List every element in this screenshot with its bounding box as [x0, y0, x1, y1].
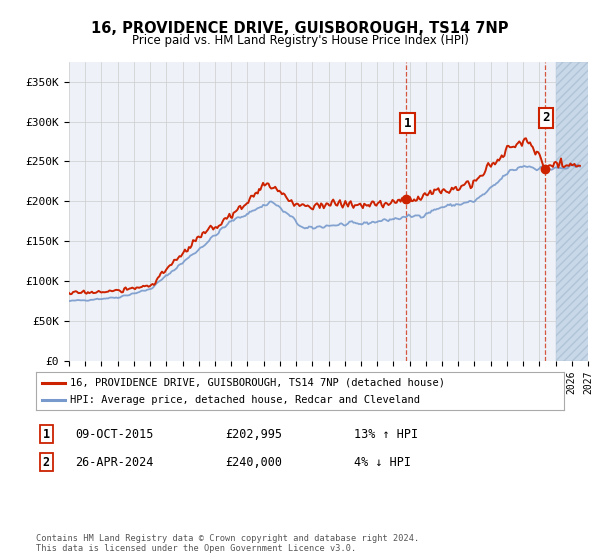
Text: Contains HM Land Registry data © Crown copyright and database right 2024.
This d: Contains HM Land Registry data © Crown c…	[36, 534, 419, 553]
Text: £202,995: £202,995	[225, 427, 282, 441]
Text: 16, PROVIDENCE DRIVE, GUISBOROUGH, TS14 7NP: 16, PROVIDENCE DRIVE, GUISBOROUGH, TS14 …	[91, 21, 509, 36]
Text: 2: 2	[542, 111, 550, 124]
Text: 1: 1	[43, 427, 50, 441]
Text: £240,000: £240,000	[225, 455, 282, 469]
Text: 1: 1	[404, 116, 412, 129]
Text: HPI: Average price, detached house, Redcar and Cleveland: HPI: Average price, detached house, Redc…	[70, 395, 421, 405]
Text: 09-OCT-2015: 09-OCT-2015	[75, 427, 154, 441]
Bar	[556, 62, 596, 361]
Text: 4% ↓ HPI: 4% ↓ HPI	[354, 455, 411, 469]
Text: 26-APR-2024: 26-APR-2024	[75, 455, 154, 469]
Bar	[556, 62, 596, 361]
Text: 2: 2	[43, 455, 50, 469]
Text: 16, PROVIDENCE DRIVE, GUISBOROUGH, TS14 7NP (detached house): 16, PROVIDENCE DRIVE, GUISBOROUGH, TS14 …	[70, 377, 445, 388]
Text: Price paid vs. HM Land Registry's House Price Index (HPI): Price paid vs. HM Land Registry's House …	[131, 34, 469, 46]
Text: 13% ↑ HPI: 13% ↑ HPI	[354, 427, 418, 441]
